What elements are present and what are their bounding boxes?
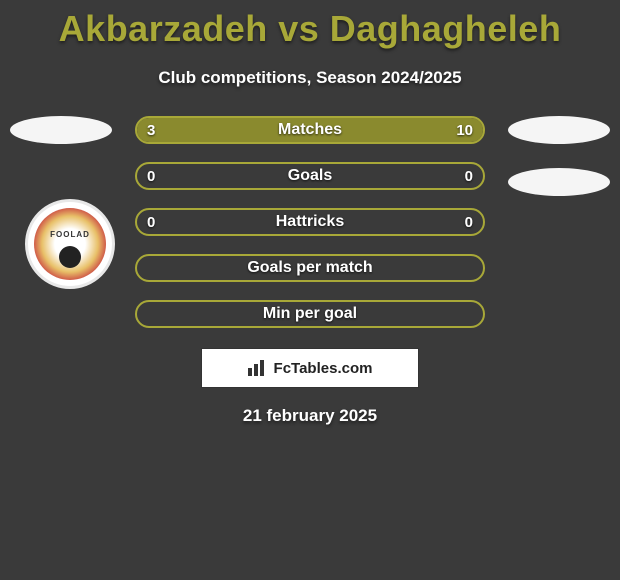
stat-fill-right: [217, 118, 483, 142]
stat-row: Goals per match: [135, 254, 485, 282]
stat-value-right: 0: [465, 168, 473, 185]
stat-label: Hattricks: [276, 213, 344, 231]
date-label: 21 february 2025: [0, 406, 620, 426]
stat-row: Min per goal: [135, 300, 485, 328]
stat-rows: 3 10 Matches 0 0 Goals 0 0 Hattricks Goals per ma…: [135, 116, 485, 328]
stat-label: Min per goal: [263, 305, 357, 323]
stat-label: Goals: [288, 167, 332, 185]
club-badge-left: FOOLAD: [25, 199, 115, 289]
club-badge-text: FOOLAD: [50, 230, 90, 239]
page-title: Akbarzadeh vs Daghagheleh: [0, 0, 620, 50]
stat-value-left: 3: [147, 122, 155, 139]
stat-label: Matches: [278, 121, 342, 139]
bar-chart-icon: [248, 360, 268, 376]
stat-value-right: 10: [456, 122, 473, 139]
stat-value-left: 0: [147, 214, 155, 231]
soccer-ball-icon: [59, 246, 81, 268]
player-right-placeholder-1: [508, 116, 610, 144]
stat-value-left: 0: [147, 168, 155, 185]
stat-row: 3 10 Matches: [135, 116, 485, 144]
player-right-placeholder-2: [508, 168, 610, 196]
stat-value-right: 0: [465, 214, 473, 231]
comparison-container: FOOLAD 3 10 Matches 0 0 Goals 0 0 Hattricks Goals…: [0, 116, 620, 426]
page-subtitle: Club competitions, Season 2024/2025: [0, 68, 620, 88]
player-left-placeholder-1: [10, 116, 112, 144]
stat-label: Goals per match: [247, 259, 372, 277]
stat-row: 0 0 Goals: [135, 162, 485, 190]
watermark: FcTables.com: [201, 348, 419, 388]
stat-row: 0 0 Hattricks: [135, 208, 485, 236]
watermark-text: FcTables.com: [274, 360, 373, 377]
club-badge-inner: FOOLAD: [34, 208, 106, 280]
